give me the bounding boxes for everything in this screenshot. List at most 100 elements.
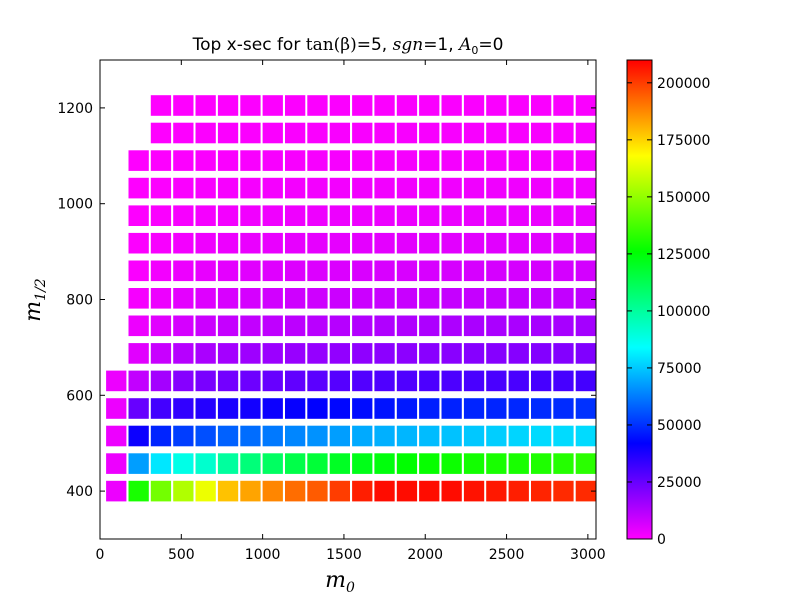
title-tan-value: =5, bbox=[357, 35, 393, 55]
heatmap-cells bbox=[106, 95, 596, 502]
heatmap-cell bbox=[508, 315, 529, 337]
heatmap-cell bbox=[575, 343, 596, 364]
heatmap-cell bbox=[508, 343, 529, 364]
heatmap-cell bbox=[531, 205, 552, 226]
y-tick-label: 400 bbox=[66, 484, 93, 500]
title-a-sub: 0 bbox=[471, 44, 478, 57]
heatmap-cell bbox=[575, 370, 596, 392]
heatmap-cell bbox=[463, 453, 485, 474]
heatmap-cell bbox=[486, 150, 507, 171]
y-axis-label-main: m bbox=[21, 301, 46, 322]
x-tick-label: 1500 bbox=[326, 547, 362, 563]
heatmap-cell bbox=[173, 95, 194, 116]
colorbar-tick-label: 175000 bbox=[657, 133, 710, 149]
heatmap-cell bbox=[508, 260, 529, 282]
heatmap-cell bbox=[262, 453, 283, 474]
heatmap-cell bbox=[486, 343, 507, 364]
heatmap-cell bbox=[419, 205, 440, 226]
heatmap-cell bbox=[508, 150, 529, 171]
heatmap-cell bbox=[240, 480, 261, 502]
heatmap-cell bbox=[508, 122, 529, 144]
heatmap-cell bbox=[262, 150, 283, 171]
heatmap-cell bbox=[240, 315, 261, 337]
heatmap-cell bbox=[531, 453, 552, 474]
heatmap-cell bbox=[285, 425, 306, 447]
heatmap-cell bbox=[419, 343, 440, 364]
heatmap-cell bbox=[285, 370, 306, 392]
heatmap-cell bbox=[441, 453, 462, 474]
colorbar-tick-label: 50000 bbox=[657, 418, 702, 434]
heatmap-cell bbox=[575, 288, 596, 309]
heatmap-cell bbox=[262, 288, 283, 309]
heatmap-cell bbox=[374, 315, 395, 337]
heatmap-cell bbox=[329, 370, 350, 392]
heatmap-cell bbox=[396, 480, 418, 502]
heatmap-cell bbox=[150, 122, 172, 144]
title-sgn-value: =1, bbox=[423, 35, 459, 55]
heatmap-cell bbox=[150, 288, 172, 309]
heatmap-cell bbox=[463, 260, 485, 282]
heatmap-cell bbox=[508, 288, 529, 309]
heatmap-cell bbox=[195, 205, 216, 226]
heatmap-cell bbox=[463, 398, 485, 419]
x-tick-label: 1000 bbox=[245, 547, 281, 563]
heatmap-cell bbox=[531, 425, 552, 447]
heatmap-cell bbox=[106, 370, 127, 392]
heatmap-cell bbox=[575, 122, 596, 144]
heatmap-cell bbox=[553, 315, 574, 337]
heatmap-cell bbox=[508, 453, 529, 474]
heatmap-cell bbox=[262, 122, 283, 144]
heatmap-cell bbox=[553, 232, 574, 254]
heatmap-cell bbox=[352, 205, 373, 226]
heatmap-cell bbox=[173, 177, 194, 199]
heatmap-cell bbox=[441, 177, 462, 199]
heatmap-cell bbox=[262, 398, 283, 419]
heatmap-cell bbox=[307, 95, 328, 116]
heatmap-cell bbox=[396, 370, 418, 392]
heatmap-cell bbox=[374, 95, 395, 116]
heatmap-cell bbox=[486, 425, 507, 447]
heatmap-cell bbox=[329, 232, 350, 254]
heatmap-cell bbox=[396, 425, 418, 447]
heatmap-cell bbox=[553, 398, 574, 419]
heatmap-cell bbox=[419, 480, 440, 502]
heatmap-cell bbox=[374, 150, 395, 171]
heatmap-cell bbox=[329, 260, 350, 282]
chart-title: Top x-sec for tan(β)=5, sgn=1, A0=0 bbox=[192, 35, 504, 57]
heatmap-cell bbox=[486, 288, 507, 309]
heatmap-cell bbox=[307, 398, 328, 419]
x-axis-ticks: 0 500 1000 1500 2000 2500 3000 bbox=[96, 60, 606, 563]
heatmap-cell bbox=[262, 315, 283, 337]
heatmap-cell bbox=[262, 260, 283, 282]
heatmap-cell bbox=[217, 150, 239, 171]
heatmap-cell bbox=[352, 122, 373, 144]
heatmap-cell bbox=[285, 205, 306, 226]
y-axis-ticks: 400 600 800 1000 1200 bbox=[57, 101, 596, 500]
heatmap-cell bbox=[531, 150, 552, 171]
heatmap-cell bbox=[329, 150, 350, 171]
heatmap-cell bbox=[307, 177, 328, 199]
heatmap-cell bbox=[486, 260, 507, 282]
heatmap-cell bbox=[553, 343, 574, 364]
heatmap-cell bbox=[419, 150, 440, 171]
heatmap-cell bbox=[240, 453, 261, 474]
heatmap-cell bbox=[575, 150, 596, 171]
heatmap-cell bbox=[531, 480, 552, 502]
heatmap-cell bbox=[217, 288, 239, 309]
heatmap-cell bbox=[374, 260, 395, 282]
heatmap-cell bbox=[307, 315, 328, 337]
heatmap-cell bbox=[150, 370, 172, 392]
colorbar-tick-label: 25000 bbox=[657, 475, 702, 491]
heatmap-cell bbox=[128, 205, 149, 226]
heatmap-cell bbox=[396, 95, 418, 116]
heatmap-cell bbox=[486, 177, 507, 199]
heatmap-cell bbox=[173, 315, 194, 337]
colorbar-tick-label: 200000 bbox=[657, 76, 710, 92]
heatmap-cell bbox=[150, 343, 172, 364]
heatmap-cell bbox=[508, 232, 529, 254]
heatmap-cell bbox=[217, 370, 239, 392]
heatmap-cell bbox=[463, 177, 485, 199]
heatmap-cell bbox=[508, 95, 529, 116]
heatmap-cell bbox=[262, 232, 283, 254]
title-a-value: =0 bbox=[478, 35, 503, 55]
